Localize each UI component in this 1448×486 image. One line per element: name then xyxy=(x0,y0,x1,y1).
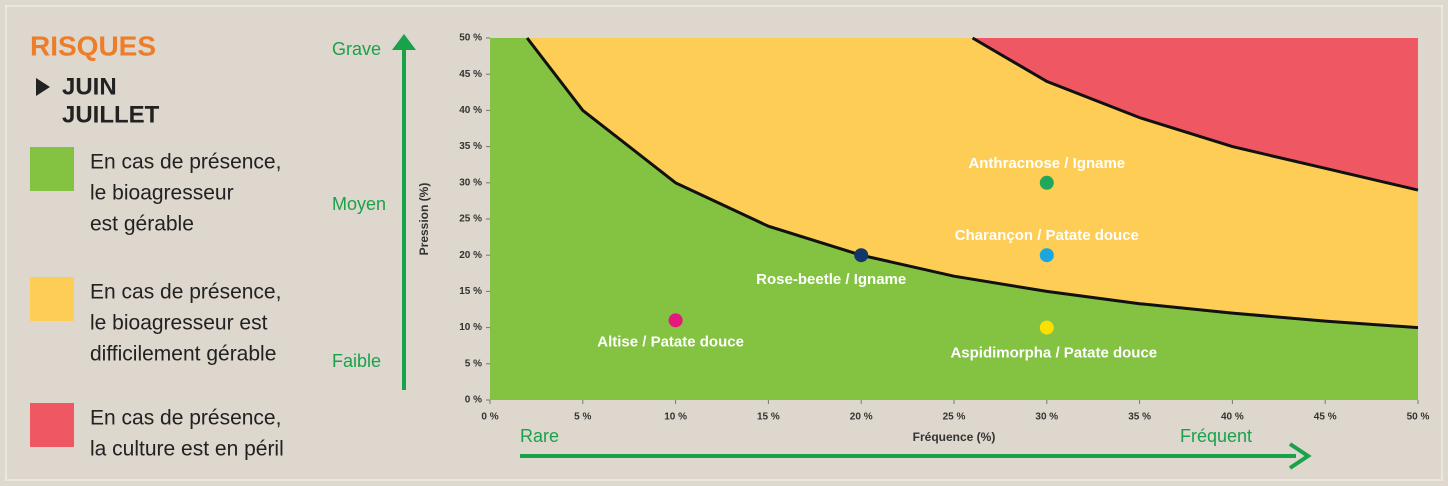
point-label: Aspidimorpha / Patate douce xyxy=(950,345,1157,362)
zone xyxy=(972,38,1418,191)
legend-text: En cas de présence, xyxy=(90,281,281,304)
x-tick-label: 50 % xyxy=(1407,412,1430,423)
zone-boundary xyxy=(525,37,1419,330)
legend-text: En cas de présence, xyxy=(90,407,281,430)
legend-swatch xyxy=(30,403,74,447)
x-arrow-head xyxy=(1288,442,1312,470)
x-annotation: Fréquent xyxy=(1180,426,1252,446)
subtitle: JUILLET xyxy=(62,101,160,128)
y-tick-label: 10 % xyxy=(459,322,482,333)
point-label: Charançon / Patate douce xyxy=(955,227,1139,244)
data-point xyxy=(1039,320,1054,335)
data-point xyxy=(668,313,683,328)
legend-swatch xyxy=(30,277,74,321)
x-tick-label: 10 % xyxy=(664,412,687,423)
y-annotation: Faible xyxy=(332,351,381,371)
data-point xyxy=(1039,175,1054,190)
y-tick-label: 35 % xyxy=(459,141,482,152)
legend-text: En cas de présence, xyxy=(90,151,281,174)
subtitle: JUIN xyxy=(62,73,117,100)
y-tick-label: 45 % xyxy=(459,69,482,80)
x-tick-label: 45 % xyxy=(1314,412,1337,423)
x-annotation: Rare xyxy=(520,426,559,446)
y-tick-label: 15 % xyxy=(459,286,482,297)
legend-swatch xyxy=(30,147,74,191)
legend-text: le bioagresseur est xyxy=(90,312,268,335)
data-point xyxy=(1039,248,1054,263)
y-tick-label: 30 % xyxy=(459,177,482,188)
x-tick-label: 15 % xyxy=(757,412,780,423)
point-label: Anthracnose / Igname xyxy=(968,155,1125,172)
legend-text: la culture est en péril xyxy=(90,438,284,461)
x-tick-label: 25 % xyxy=(943,412,966,423)
y-tick-label: 50 % xyxy=(459,33,482,44)
x-tick-label: 0 % xyxy=(481,412,498,423)
y-annotation: Moyen xyxy=(332,194,386,214)
y-annotation: Grave xyxy=(332,39,381,59)
legend-text: difficilement gérable xyxy=(90,343,276,366)
x-axis-label: Fréquence (%) xyxy=(913,430,996,444)
y-tick-label: 40 % xyxy=(459,105,482,116)
x-tick-label: 5 % xyxy=(574,412,591,423)
x-tick-label: 35 % xyxy=(1128,412,1151,423)
y-axis-label: Pression (%) xyxy=(417,183,431,256)
y-arrow-head xyxy=(392,34,416,50)
x-tick-label: 20 % xyxy=(850,412,873,423)
data-point xyxy=(854,248,869,263)
y-tick-label: 0 % xyxy=(465,395,482,406)
arrow-icon xyxy=(36,78,50,96)
zone-boundary xyxy=(971,36,1419,192)
x-tick-label: 30 % xyxy=(1035,412,1058,423)
y-tick-label: 20 % xyxy=(459,250,482,261)
point-label: Rose-beetle / Igname xyxy=(756,271,906,288)
legend-text: le bioagresseur xyxy=(90,182,234,205)
y-tick-label: 25 % xyxy=(459,214,482,225)
legend-text: est gérable xyxy=(90,213,194,236)
title: RISQUES xyxy=(30,30,156,61)
y-tick-label: 5 % xyxy=(465,358,482,369)
x-tick-label: 40 % xyxy=(1221,412,1244,423)
point-label: Altise / Patate douce xyxy=(597,333,744,350)
